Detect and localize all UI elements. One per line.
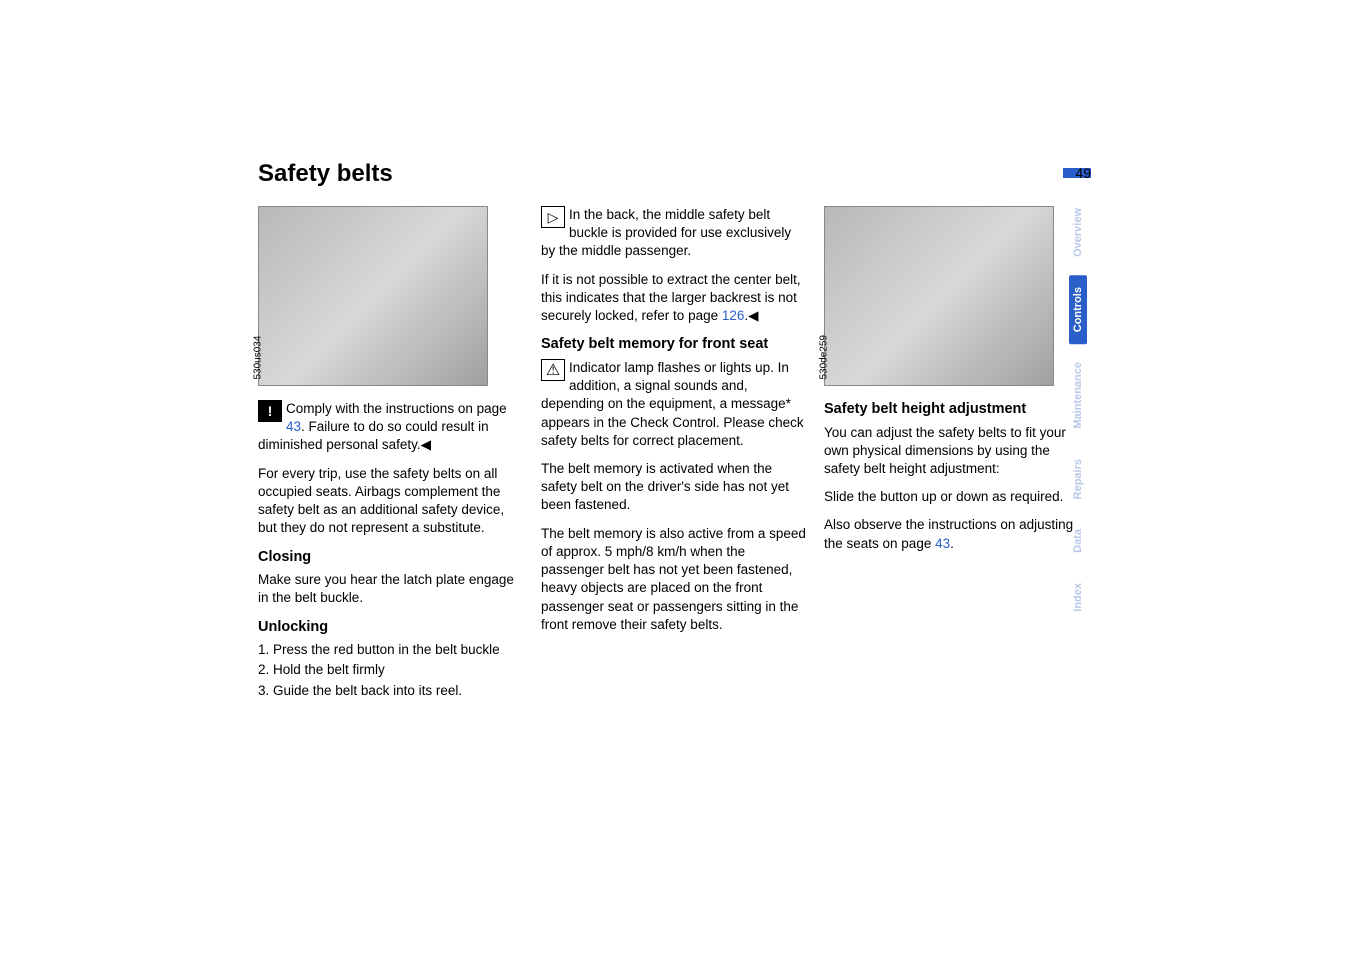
end-marker-icon: ◀	[421, 437, 431, 452]
height-heading: Safety belt height adjustment	[824, 400, 1089, 420]
intro-paragraph: For every trip, use the safety belts on …	[258, 465, 523, 538]
end-marker-icon: ◀	[748, 308, 758, 323]
warning-icon: !	[258, 400, 282, 422]
warning-text-1: Comply with the instructions on page	[286, 401, 507, 416]
nav-controls[interactable]: Controls	[1069, 275, 1087, 344]
page-content: Safety belts 530us034 ! Comply with the …	[258, 160, 1093, 702]
seatbelt-indicator-icon	[541, 359, 565, 381]
note-icon	[541, 206, 565, 228]
memory-paragraph-2: The belt memory is activated when the sa…	[541, 460, 806, 515]
column-2: In the back, the middle safety belt buck…	[541, 206, 806, 702]
unlock-step-2: 2. Hold the belt firmly	[258, 661, 523, 679]
memory-paragraph-3: The belt memory is also active from a sp…	[541, 525, 806, 634]
nav-data[interactable]: Data	[1069, 517, 1087, 565]
note-paragraph: In the back, the middle safety belt buck…	[541, 206, 806, 261]
memory-text-1: Indicator lamp flashes or lights up. In …	[541, 360, 804, 448]
note-text-1: In the back, the middle safety belt buck…	[541, 207, 791, 258]
unlocking-heading: Unlocking	[258, 618, 523, 638]
unlock-step-1: 1. Press the red button in the belt buck…	[258, 641, 523, 659]
note-text-2a: If it is not possible to extract the cen…	[541, 272, 801, 323]
height-text-3b: .	[950, 536, 954, 551]
height-paragraph-3: Also observe the instructions on adjusti…	[824, 516, 1089, 552]
closing-heading: Closing	[258, 548, 523, 568]
nav-index[interactable]: Index	[1069, 571, 1087, 624]
height-paragraph-1: You can adjust the safety belts to fit y…	[824, 424, 1089, 479]
warning-paragraph: ! Comply with the instructions on page 4…	[258, 400, 523, 455]
nav-overview[interactable]: Overview	[1069, 196, 1087, 269]
memory-heading: Safety belt memory for front seat	[541, 335, 806, 355]
height-adjust-illustration: 530de259	[824, 206, 1054, 386]
memory-paragraph-1: Indicator lamp flashes or lights up. In …	[541, 359, 806, 450]
column-1: 530us034 ! Comply with the instructions …	[258, 206, 523, 702]
page-link-43b[interactable]: 43	[935, 536, 950, 551]
page-link-126[interactable]: 126	[722, 308, 745, 323]
image-id-label: 530us034	[252, 335, 266, 379]
seat-belt-illustration: 530us034	[258, 206, 488, 386]
unlock-step-3: 3. Guide the belt back into its reel.	[258, 682, 523, 700]
nav-maintenance[interactable]: Maintenance	[1069, 350, 1087, 441]
nav-repairs[interactable]: Repairs	[1069, 447, 1087, 511]
page-link-43[interactable]: 43	[286, 419, 301, 434]
height-paragraph-2: Slide the button up or down as required.	[824, 488, 1089, 506]
side-navigation: Overview Controls Maintenance Repairs Da…	[1069, 196, 1089, 630]
image-id-label: 530de259	[818, 335, 832, 380]
page-title: Safety belts	[258, 160, 1093, 188]
note-paragraph-2: If it is not possible to extract the cen…	[541, 271, 806, 326]
closing-paragraph: Make sure you hear the latch plate engag…	[258, 571, 523, 607]
content-columns: 530us034 ! Comply with the instructions …	[258, 206, 1093, 702]
column-3: 530de259 Safety belt height adjustment Y…	[824, 206, 1089, 702]
